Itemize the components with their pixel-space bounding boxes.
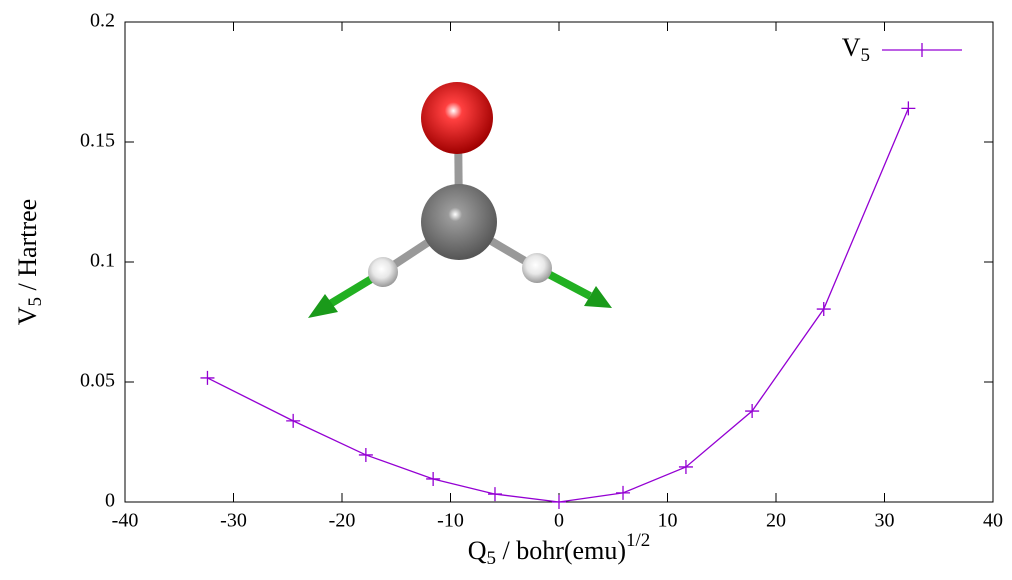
x-label-sub: 5 [487,548,497,569]
data-line [207,108,908,502]
point-marker [552,495,566,509]
chart: Q5 / bohr(emu)1/2 V5 / Hartree V5 00.050… [0,0,1012,580]
x-tick-label: -10 [437,510,464,532]
x-tick-label: -30 [220,510,247,532]
x-tick-label: 0 [554,510,564,532]
y-tick-label: 0.2 [90,10,115,32]
y-axis-label: V5 / Hartree [13,199,46,325]
x-label-sup: 1/2 [626,530,650,551]
molecule [308,82,612,318]
hydrogen-atom [522,253,552,283]
legend-name-sub: 5 [861,45,871,66]
legend-label: V5 [842,33,870,66]
x-tick-label: -40 [112,510,139,532]
y-label-suffix: / Hartree [13,199,42,297]
point-marker [488,487,502,501]
plot-border [125,22,993,502]
x-tick-label: -20 [329,510,356,532]
x-label-suffix: / bohr(emu) [496,536,626,565]
point-marker [817,302,831,316]
y-tick-label: 0.1 [90,250,115,272]
x-axis-label: Q5 / bohr(emu)1/2 [468,530,651,569]
point-marker [286,414,300,428]
x-tick-label: 20 [766,510,786,532]
hydrogen-atom [368,257,398,287]
carbon-atom [421,184,497,260]
x-tick-label: 10 [658,510,678,532]
point-marker [359,448,373,462]
point-marker [426,472,440,486]
y-label-text: V [13,306,42,325]
point-marker [901,101,915,115]
oxygen-atom [421,82,493,154]
x-tick-label: 40 [983,510,1003,532]
x-label-text: Q [468,536,487,565]
point-marker [616,486,630,500]
y-label-sub: 5 [25,297,46,307]
point-marker [200,371,214,385]
y-tick-label: 0 [105,490,115,512]
y-tick-label: 0.15 [80,130,115,152]
x-tick-label: 30 [875,510,895,532]
legend-name: V [842,33,861,62]
y-tick-label: 0.05 [80,370,115,392]
legend-swatch [882,43,962,57]
